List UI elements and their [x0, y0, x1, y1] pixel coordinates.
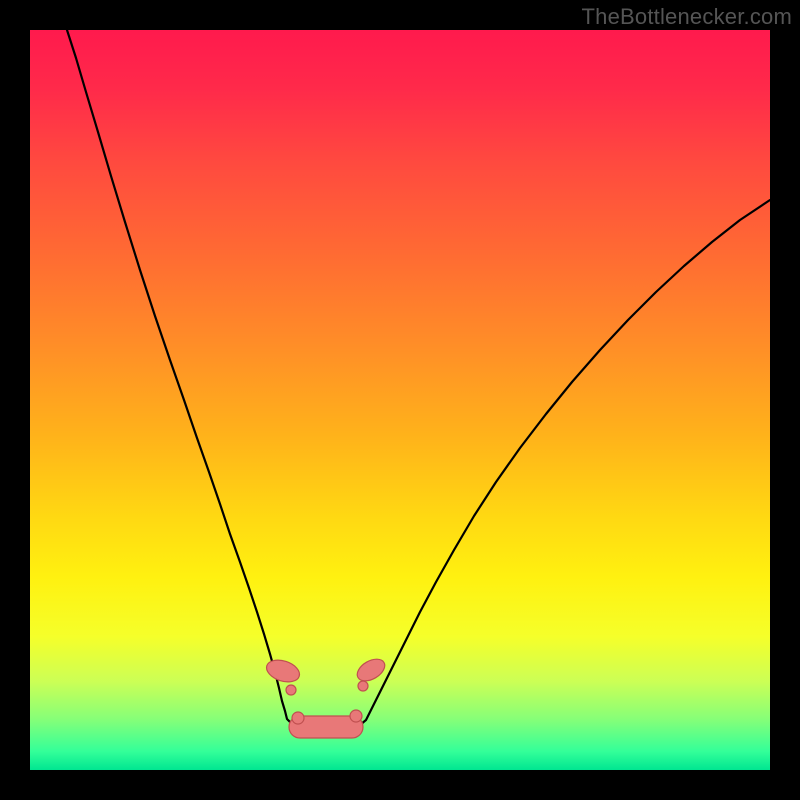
marker-dot-left — [286, 685, 296, 695]
bottleneck-curve — [67, 30, 770, 730]
chart-stage: TheBottlenecker.com — [0, 0, 800, 800]
curve-svg — [0, 0, 800, 800]
marker-upper-left — [264, 656, 303, 686]
marker-dot-bottom-left — [292, 712, 304, 724]
marker-dot-right — [358, 681, 368, 691]
marker-dot-bottom-right — [350, 710, 362, 722]
marker-upper-right — [354, 655, 389, 686]
